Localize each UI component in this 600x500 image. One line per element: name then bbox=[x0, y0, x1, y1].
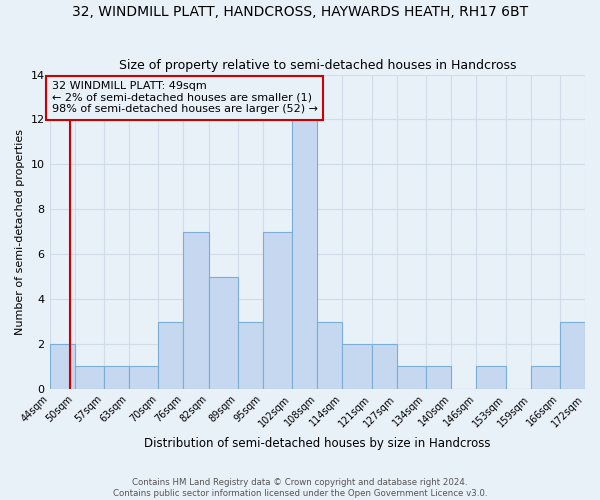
Bar bbox=[74, 366, 104, 389]
Text: Contains HM Land Registry data © Crown copyright and database right 2024.
Contai: Contains HM Land Registry data © Crown c… bbox=[113, 478, 487, 498]
Bar bbox=[292, 120, 317, 389]
Bar bbox=[158, 322, 184, 389]
Y-axis label: Number of semi-detached properties: Number of semi-detached properties bbox=[15, 128, 25, 334]
Bar bbox=[476, 366, 506, 389]
Bar bbox=[426, 366, 451, 389]
Bar bbox=[317, 322, 343, 389]
Bar bbox=[209, 276, 238, 389]
Bar bbox=[530, 366, 560, 389]
Text: 32, WINDMILL PLATT, HANDCROSS, HAYWARDS HEATH, RH17 6BT: 32, WINDMILL PLATT, HANDCROSS, HAYWARDS … bbox=[72, 5, 528, 19]
Bar bbox=[184, 232, 209, 389]
Text: 32 WINDMILL PLATT: 49sqm
← 2% of semi-detached houses are smaller (1)
98% of sem: 32 WINDMILL PLATT: 49sqm ← 2% of semi-de… bbox=[52, 82, 317, 114]
X-axis label: Distribution of semi-detached houses by size in Handcross: Distribution of semi-detached houses by … bbox=[144, 437, 491, 450]
Bar bbox=[238, 322, 263, 389]
Bar bbox=[50, 344, 74, 389]
Bar bbox=[397, 366, 426, 389]
Bar bbox=[343, 344, 371, 389]
Title: Size of property relative to semi-detached houses in Handcross: Size of property relative to semi-detach… bbox=[119, 59, 516, 72]
Bar bbox=[560, 322, 585, 389]
Bar bbox=[129, 366, 158, 389]
Bar bbox=[263, 232, 292, 389]
Bar bbox=[104, 366, 129, 389]
Bar bbox=[371, 344, 397, 389]
